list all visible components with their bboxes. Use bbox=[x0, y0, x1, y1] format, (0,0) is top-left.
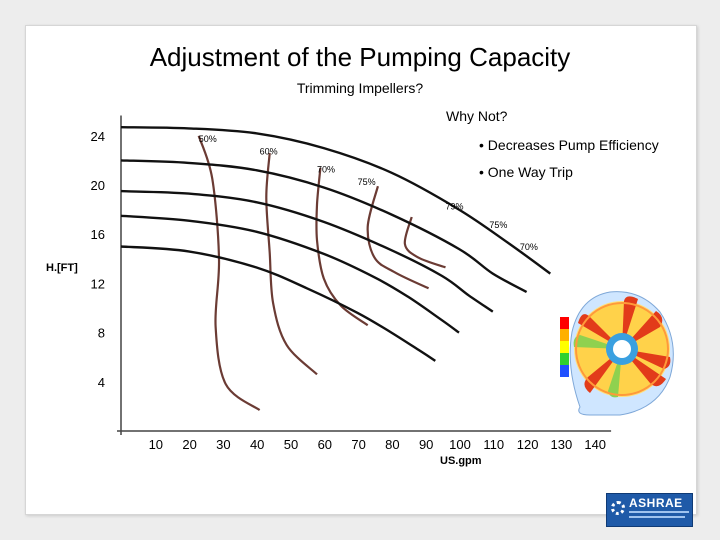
x-tick-label: 70 bbox=[351, 437, 365, 452]
chart-axes bbox=[117, 115, 612, 435]
efficiency-contour-2 bbox=[315, 167, 369, 327]
x-tick-label: 80 bbox=[385, 437, 399, 452]
y-tick-label: 24 bbox=[91, 129, 105, 144]
y-tick-label: 20 bbox=[91, 178, 105, 193]
bullet-decreases-efficiency: • Decreases Pump Efficiency bbox=[479, 137, 659, 153]
efficiency-contour-1 bbox=[265, 152, 318, 376]
y-axis-label: H.[FT] bbox=[46, 262, 78, 274]
pump-curve-3 bbox=[120, 214, 460, 334]
efficiency-label: 60% bbox=[260, 146, 278, 156]
pump-curve-0 bbox=[120, 126, 552, 275]
efficiency-label: 75% bbox=[489, 220, 507, 230]
x-tick-label: 90 bbox=[419, 437, 433, 452]
slide-subtitle: Trimming Impellers? bbox=[296, 80, 424, 96]
efficiency-contour-0 bbox=[197, 135, 261, 412]
efficiency-label: 70% bbox=[317, 165, 335, 175]
gear-icon bbox=[611, 501, 625, 515]
x-tick-label: 10 bbox=[149, 437, 163, 452]
x-tick-label: 140 bbox=[584, 437, 606, 452]
x-tick-label: 100 bbox=[449, 437, 471, 452]
x-tick-label: 120 bbox=[517, 437, 539, 452]
why-not-heading: Why Not? bbox=[446, 108, 508, 124]
x-tick-label: 30 bbox=[216, 437, 230, 452]
ashrae-logo: ASHRAE bbox=[606, 493, 693, 527]
y-tick-label: 12 bbox=[91, 276, 105, 291]
bullet-one-way-trip: • One Way Trip bbox=[479, 164, 573, 180]
slide-title: Adjustment of the Pumping Capacity bbox=[149, 42, 571, 72]
efficiency-label: 70% bbox=[520, 242, 538, 252]
efficiency-label: 79% bbox=[445, 202, 463, 212]
pump-curves bbox=[120, 126, 552, 362]
y-tick-label: 16 bbox=[91, 227, 105, 242]
pump-curve-2 bbox=[120, 189, 494, 313]
logo-text: ASHRAE bbox=[629, 496, 683, 510]
x-tick-label: 20 bbox=[182, 437, 196, 452]
efficiency-contours bbox=[197, 135, 446, 412]
y-tick-label: 8 bbox=[98, 326, 105, 341]
impeller-cfd-image bbox=[560, 291, 674, 416]
x-tick-label: 110 bbox=[483, 437, 504, 452]
x-tick-label: 130 bbox=[551, 437, 573, 452]
pump-curve-1 bbox=[120, 159, 528, 294]
x-tick-label: 60 bbox=[318, 437, 332, 452]
efficiency-label: 50% bbox=[199, 134, 217, 144]
y-tick-label: 4 bbox=[98, 375, 105, 390]
efficiency-contour-4 bbox=[403, 216, 446, 269]
x-tick-label: 40 bbox=[250, 437, 264, 452]
axis-ticks: 4 8 12 16 20 24 10 20 30 40 50 60 70 80 90 100 110 120 130… bbox=[91, 129, 607, 452]
x-axis-label: US.gpm bbox=[440, 455, 482, 467]
efficiency-contour-3 bbox=[366, 185, 430, 290]
x-tick-label: 50 bbox=[284, 437, 298, 452]
efficiency-labels: 50% 60% 70% 75% 79% 75% 70% bbox=[199, 134, 538, 252]
pump-curve-4 bbox=[120, 245, 436, 362]
efficiency-label: 75% bbox=[358, 177, 376, 187]
